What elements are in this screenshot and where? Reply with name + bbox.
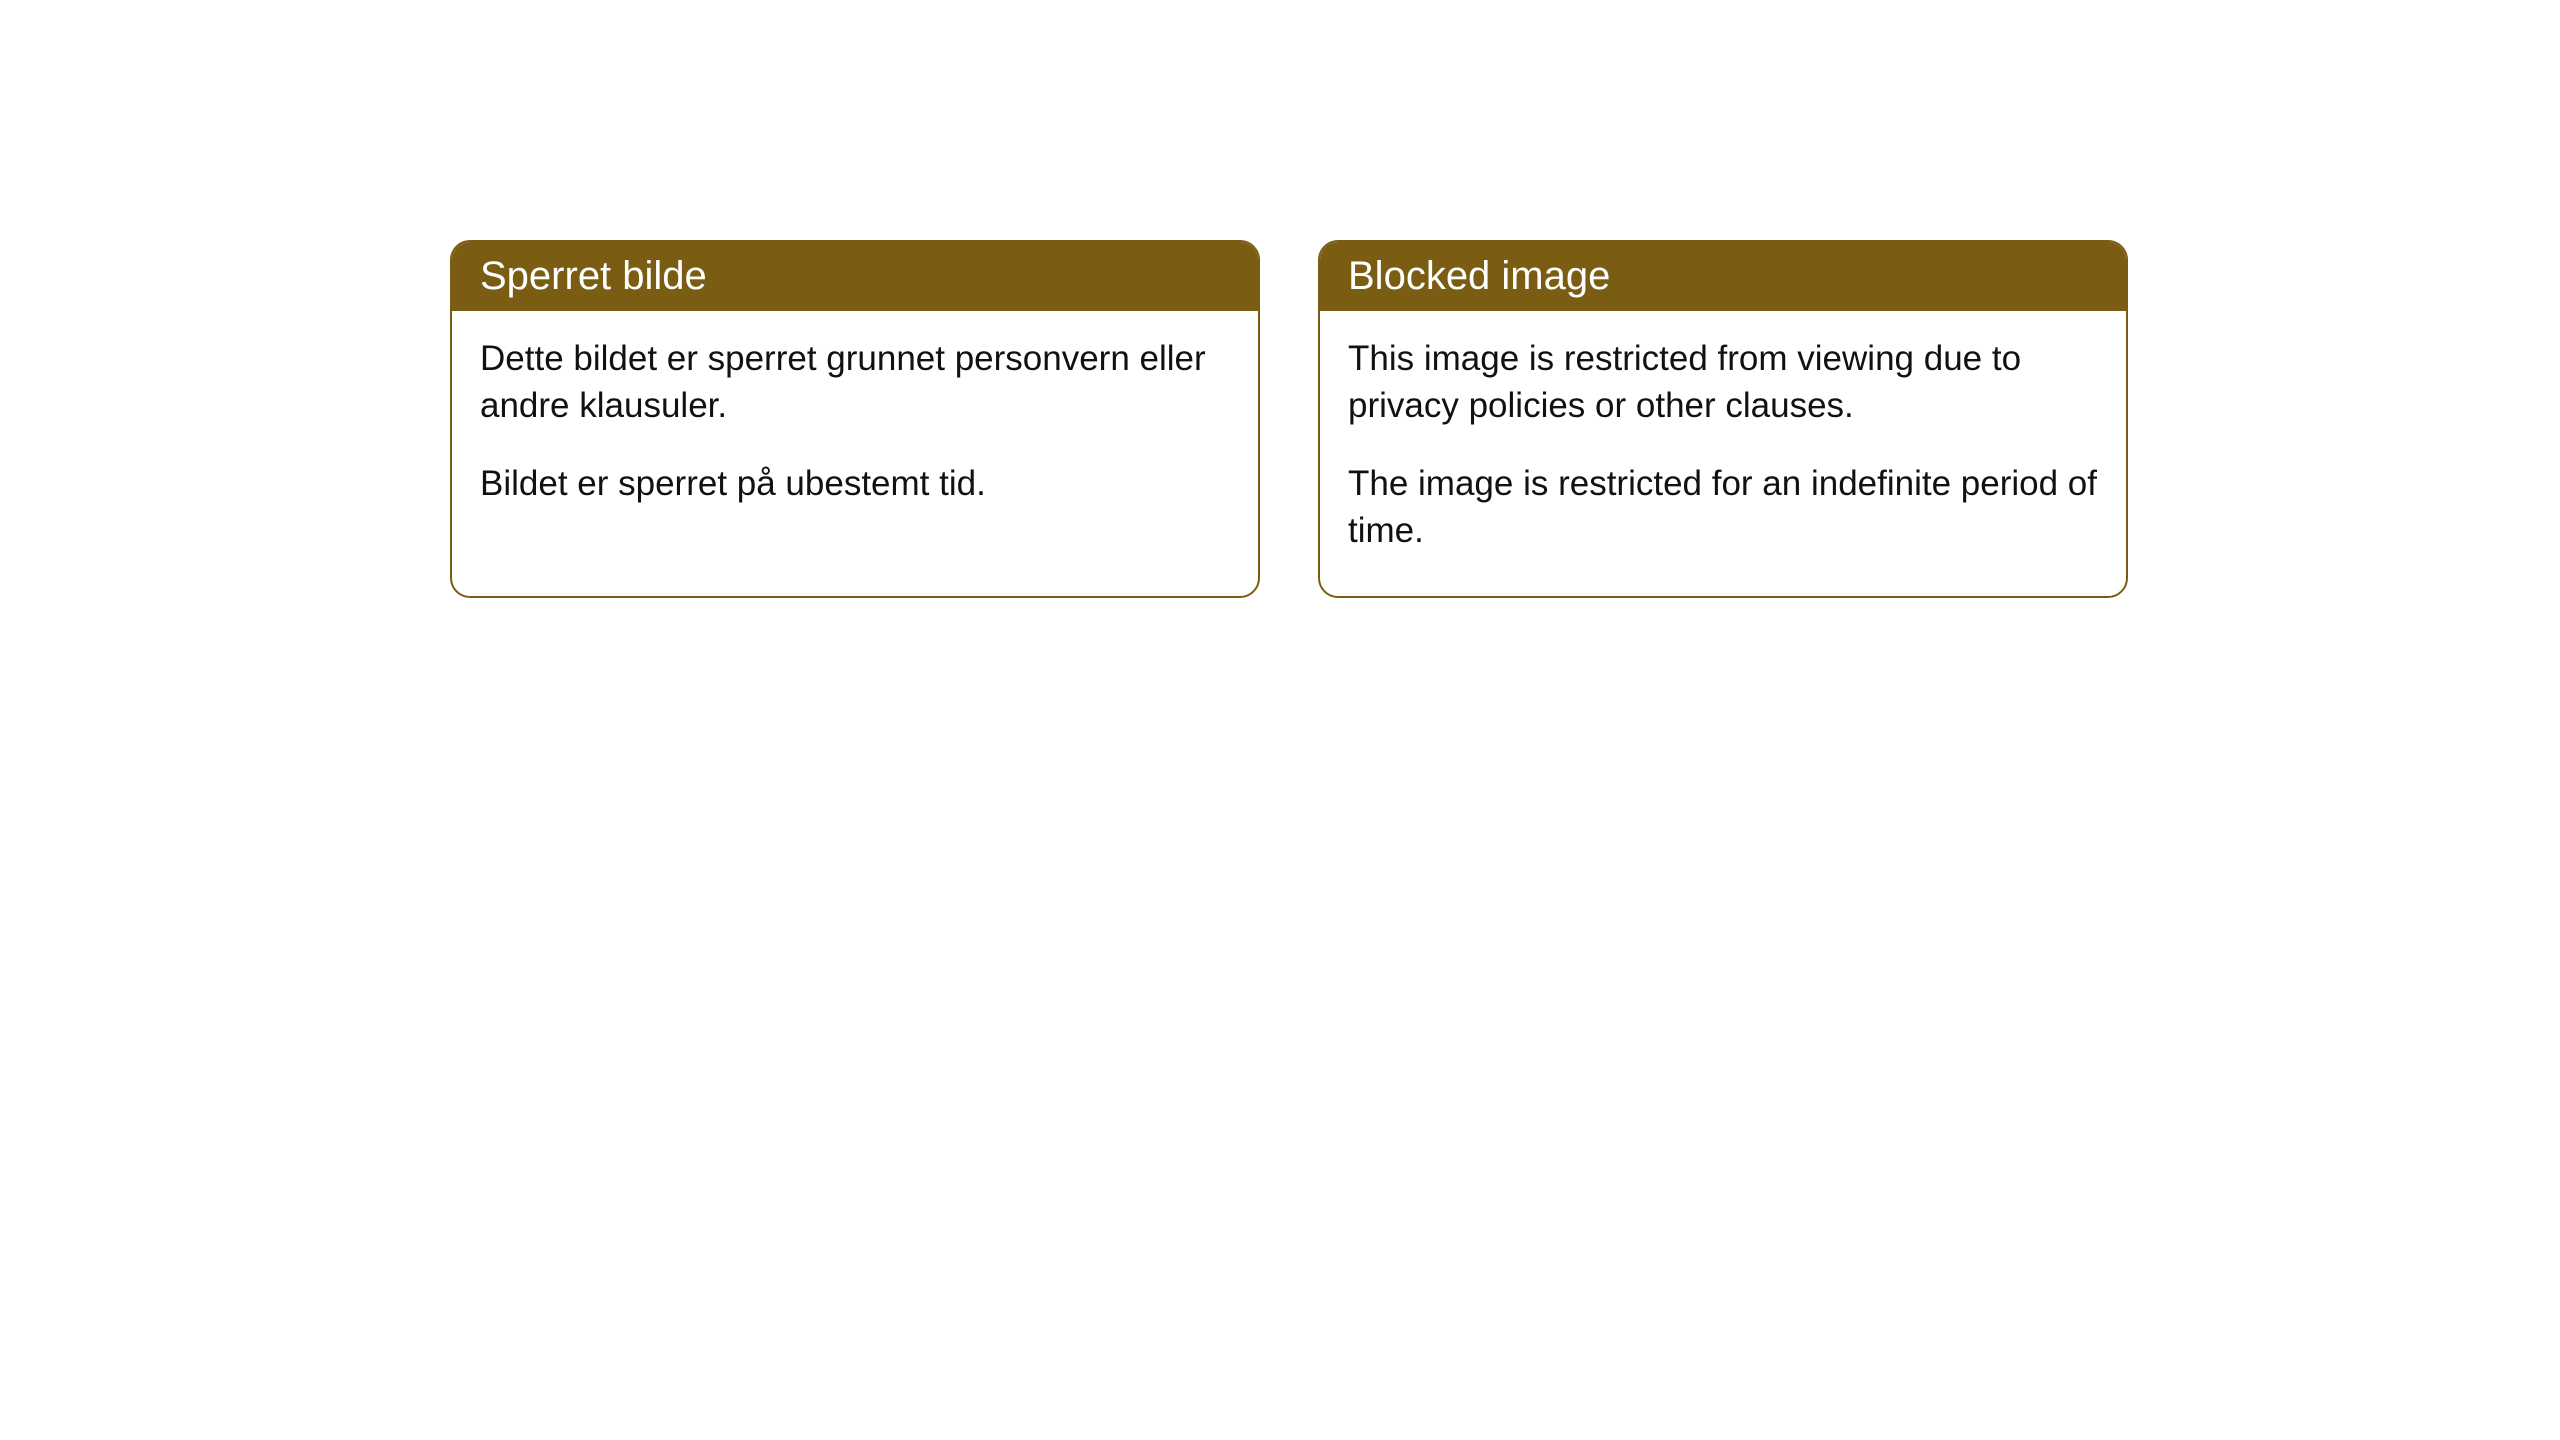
blocked-image-card-norwegian: Sperret bilde Dette bildet er sperret gr…	[450, 240, 1260, 598]
message-container: Sperret bilde Dette bildet er sperret gr…	[0, 0, 2560, 598]
card-paragraph-2-english: The image is restricted for an indefinit…	[1348, 460, 2098, 555]
card-header-english: Blocked image	[1320, 242, 2126, 311]
card-paragraph-1-norwegian: Dette bildet er sperret grunnet personve…	[480, 335, 1230, 430]
card-body-english: This image is restricted from viewing du…	[1320, 311, 2126, 596]
card-header-norwegian: Sperret bilde	[452, 242, 1258, 311]
card-paragraph-1-english: This image is restricted from viewing du…	[1348, 335, 2098, 430]
card-paragraph-2-norwegian: Bildet er sperret på ubestemt tid.	[480, 460, 1230, 507]
blocked-image-card-english: Blocked image This image is restricted f…	[1318, 240, 2128, 598]
card-body-norwegian: Dette bildet er sperret grunnet personve…	[452, 311, 1258, 549]
